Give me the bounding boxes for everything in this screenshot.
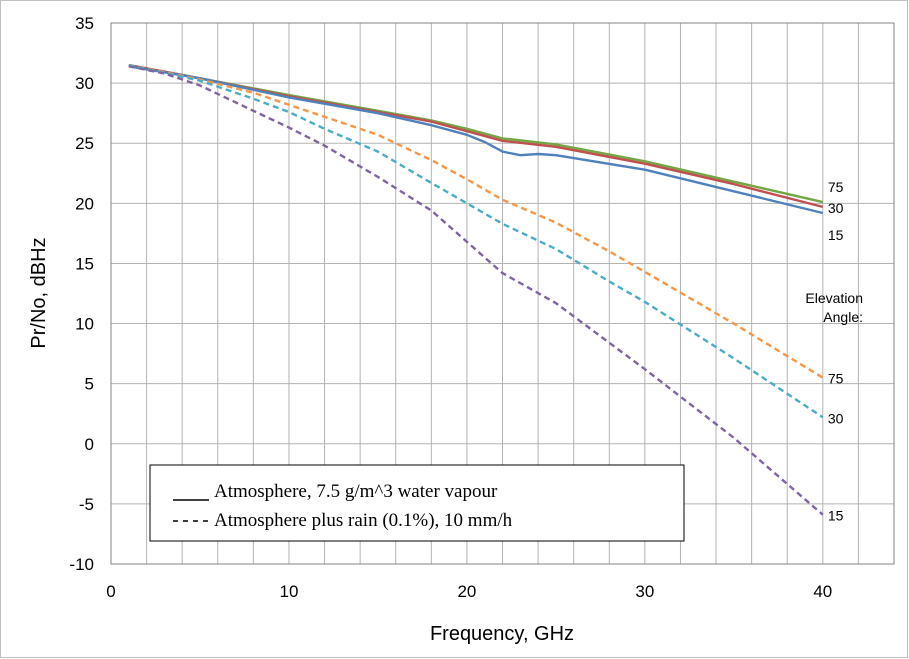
end-label-dashed-30: 30 xyxy=(828,410,844,426)
y-tick-label: 5 xyxy=(85,375,94,394)
legend: Atmosphere, 7.5 g/m^3 water vapour Atmos… xyxy=(149,464,685,542)
elevation-note-line-2: Angle: xyxy=(823,309,863,325)
y-axis-title: Pr/No, dBHz xyxy=(28,237,50,348)
series-line-dashed-75 xyxy=(128,63,824,379)
x-tick-label: 20 xyxy=(457,582,476,601)
series-line-solid-15 xyxy=(128,65,824,215)
series-lines xyxy=(128,63,824,516)
x-tick-label: 40 xyxy=(813,582,832,601)
y-tick-label: 15 xyxy=(75,254,94,273)
end-label-solid-15: 15 xyxy=(828,227,844,243)
x-axis-title: Frequency, GHz xyxy=(430,623,574,645)
series-line-dashed-15 xyxy=(128,65,824,516)
series-line-dashed-30 xyxy=(128,63,824,419)
y-tick-label: 30 xyxy=(75,74,94,93)
y-tick-label: 10 xyxy=(75,315,94,334)
y-tick-label: -5 xyxy=(79,495,94,514)
end-labels: 75 30 15 75 30 15 xyxy=(828,179,844,524)
x-tick-label: 0 xyxy=(106,582,115,601)
legend-dashed-label: Atmosphere plus rain (0.1%), 10 mm/h xyxy=(214,510,513,531)
end-label-solid-30: 30 xyxy=(828,200,844,216)
x-tick-label: 10 xyxy=(279,582,298,601)
end-label-dashed-15: 15 xyxy=(828,508,844,524)
x-tick-label: 30 xyxy=(635,582,654,601)
legend-solid-label: Atmosphere, 7.5 g/m^3 water vapour xyxy=(214,481,498,502)
elevation-note-line-1: Elevation xyxy=(805,290,863,306)
y-tick-label: 25 xyxy=(75,134,94,153)
legend-box xyxy=(149,464,685,542)
end-label-solid-75: 75 xyxy=(828,179,844,195)
end-label-dashed-75: 75 xyxy=(828,371,844,387)
y-tick-label: -10 xyxy=(69,555,94,574)
y-tick-label: 20 xyxy=(75,194,94,213)
plot-area-border xyxy=(110,22,895,565)
y-tick-label: 0 xyxy=(85,435,94,454)
y-tick-label: 35 xyxy=(75,14,94,33)
tick-labels: 35 30 25 20 15 10 5 0 -5 -10 0 10 20 30 40 xyxy=(69,14,832,601)
